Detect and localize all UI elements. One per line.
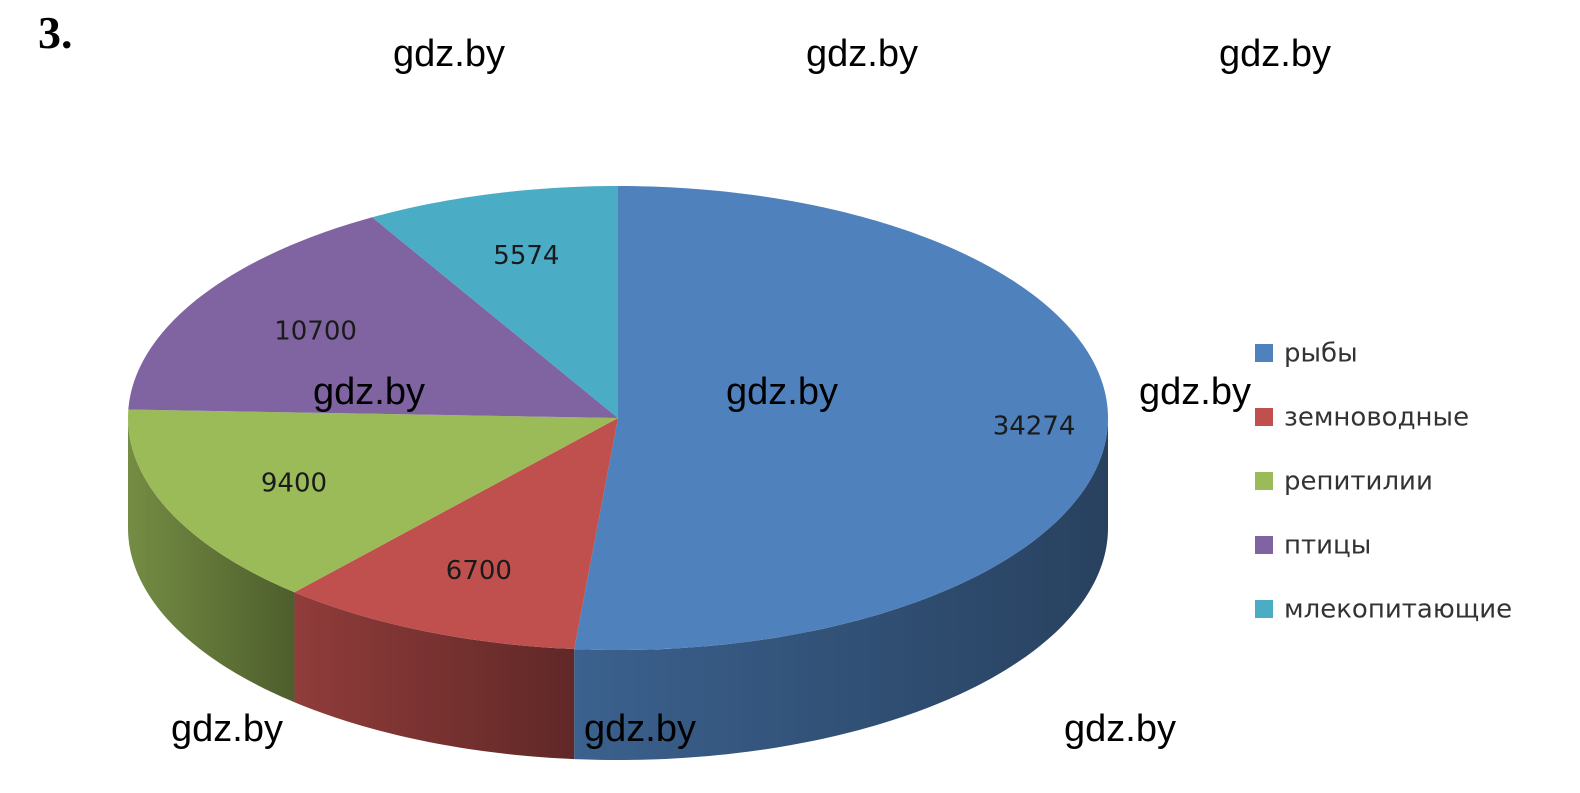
- legend-label: рыбы: [1284, 339, 1358, 369]
- slice: [128, 409, 618, 593]
- slice-side: [294, 592, 575, 760]
- watermark: gdz.by: [584, 708, 696, 750]
- legend-swatch: [1255, 536, 1273, 554]
- watermarks: gdz.by gdz.by gdz.by gdz.by gdz.by gdz.by gdz.…: [171, 33, 1331, 750]
- slice: [574, 186, 1108, 650]
- slice: [294, 418, 618, 650]
- slice: [372, 186, 618, 418]
- watermark: gdz.by: [1139, 371, 1251, 413]
- legend-label: птицы: [1284, 531, 1371, 561]
- pie-chart: 34274 6700 9400 10700 5574: [128, 186, 1108, 760]
- data-label: 10700: [274, 316, 357, 346]
- watermark: gdz.by: [726, 371, 838, 413]
- legend: рыбы земноводные репитилии птицы млекопитающ…: [1255, 339, 1512, 625]
- legend-swatch: [1255, 408, 1273, 426]
- watermark: gdz.by: [393, 33, 505, 75]
- data-label: 34274: [993, 411, 1076, 441]
- watermark: gdz.by: [1219, 33, 1331, 75]
- watermark: gdz.by: [313, 371, 425, 413]
- legend-swatch: [1255, 344, 1273, 362]
- data-label: 6700: [446, 556, 512, 586]
- legend-label: земноводные: [1284, 403, 1469, 433]
- data-label: 5574: [493, 241, 559, 271]
- task-number: 3.: [38, 7, 73, 58]
- watermark: gdz.by: [806, 33, 918, 75]
- watermark: gdz.by: [1064, 708, 1176, 750]
- data-label: 9400: [261, 469, 327, 499]
- slice-side: [574, 418, 1108, 760]
- legend-swatch: [1255, 472, 1273, 490]
- slice: [128, 217, 619, 418]
- legend-label: репитилии: [1284, 467, 1433, 497]
- legend-label: млекопитающие: [1284, 595, 1512, 625]
- watermark: gdz.by: [171, 708, 283, 750]
- slice-side: [128, 418, 295, 703]
- legend-swatch: [1255, 600, 1273, 618]
